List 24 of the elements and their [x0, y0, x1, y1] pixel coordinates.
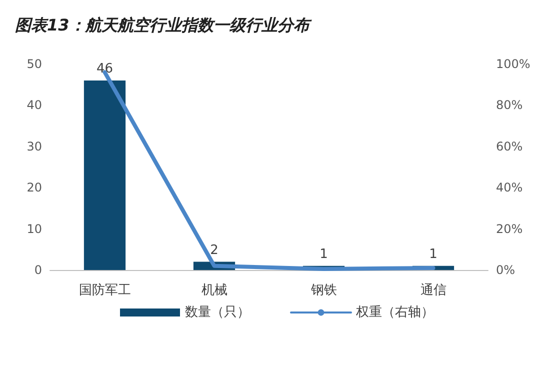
data-label: 1 [320, 246, 328, 262]
y-tick-label: 20 [26, 180, 42, 195]
y2-tick-label: 40% [496, 180, 523, 195]
data-label: 1 [429, 246, 438, 262]
bar [84, 80, 126, 270]
x-tick-label: 机械 [201, 283, 228, 298]
y2-tick-label: 20% [496, 222, 523, 236]
y-tick-label: 50 [26, 57, 42, 71]
data-label: 46 [96, 61, 114, 76]
x-tick-label: 通信 [420, 283, 446, 298]
y2-tick-label: 0% [496, 263, 516, 277]
legend-label: 权重（右轴） [355, 305, 434, 320]
x-tick-label: 钢铁 [310, 283, 337, 298]
y-tick-label: 30 [26, 139, 42, 154]
legend-label: 数量（只） [185, 305, 250, 320]
chart-title: 图表13：航天航空行业指数一级行业分布 [15, 16, 312, 34]
x-tick-label: 国防军工 [78, 283, 131, 298]
y-tick-label: 10 [26, 222, 42, 236]
y2-tick-label: 100% [496, 57, 530, 71]
y2-tick-label: 60% [496, 139, 523, 154]
y-tick-label: 40 [26, 98, 42, 112]
y2-tick-label: 80% [496, 98, 523, 112]
y-tick-label: 0 [34, 263, 42, 277]
data-label: 2 [210, 242, 218, 258]
